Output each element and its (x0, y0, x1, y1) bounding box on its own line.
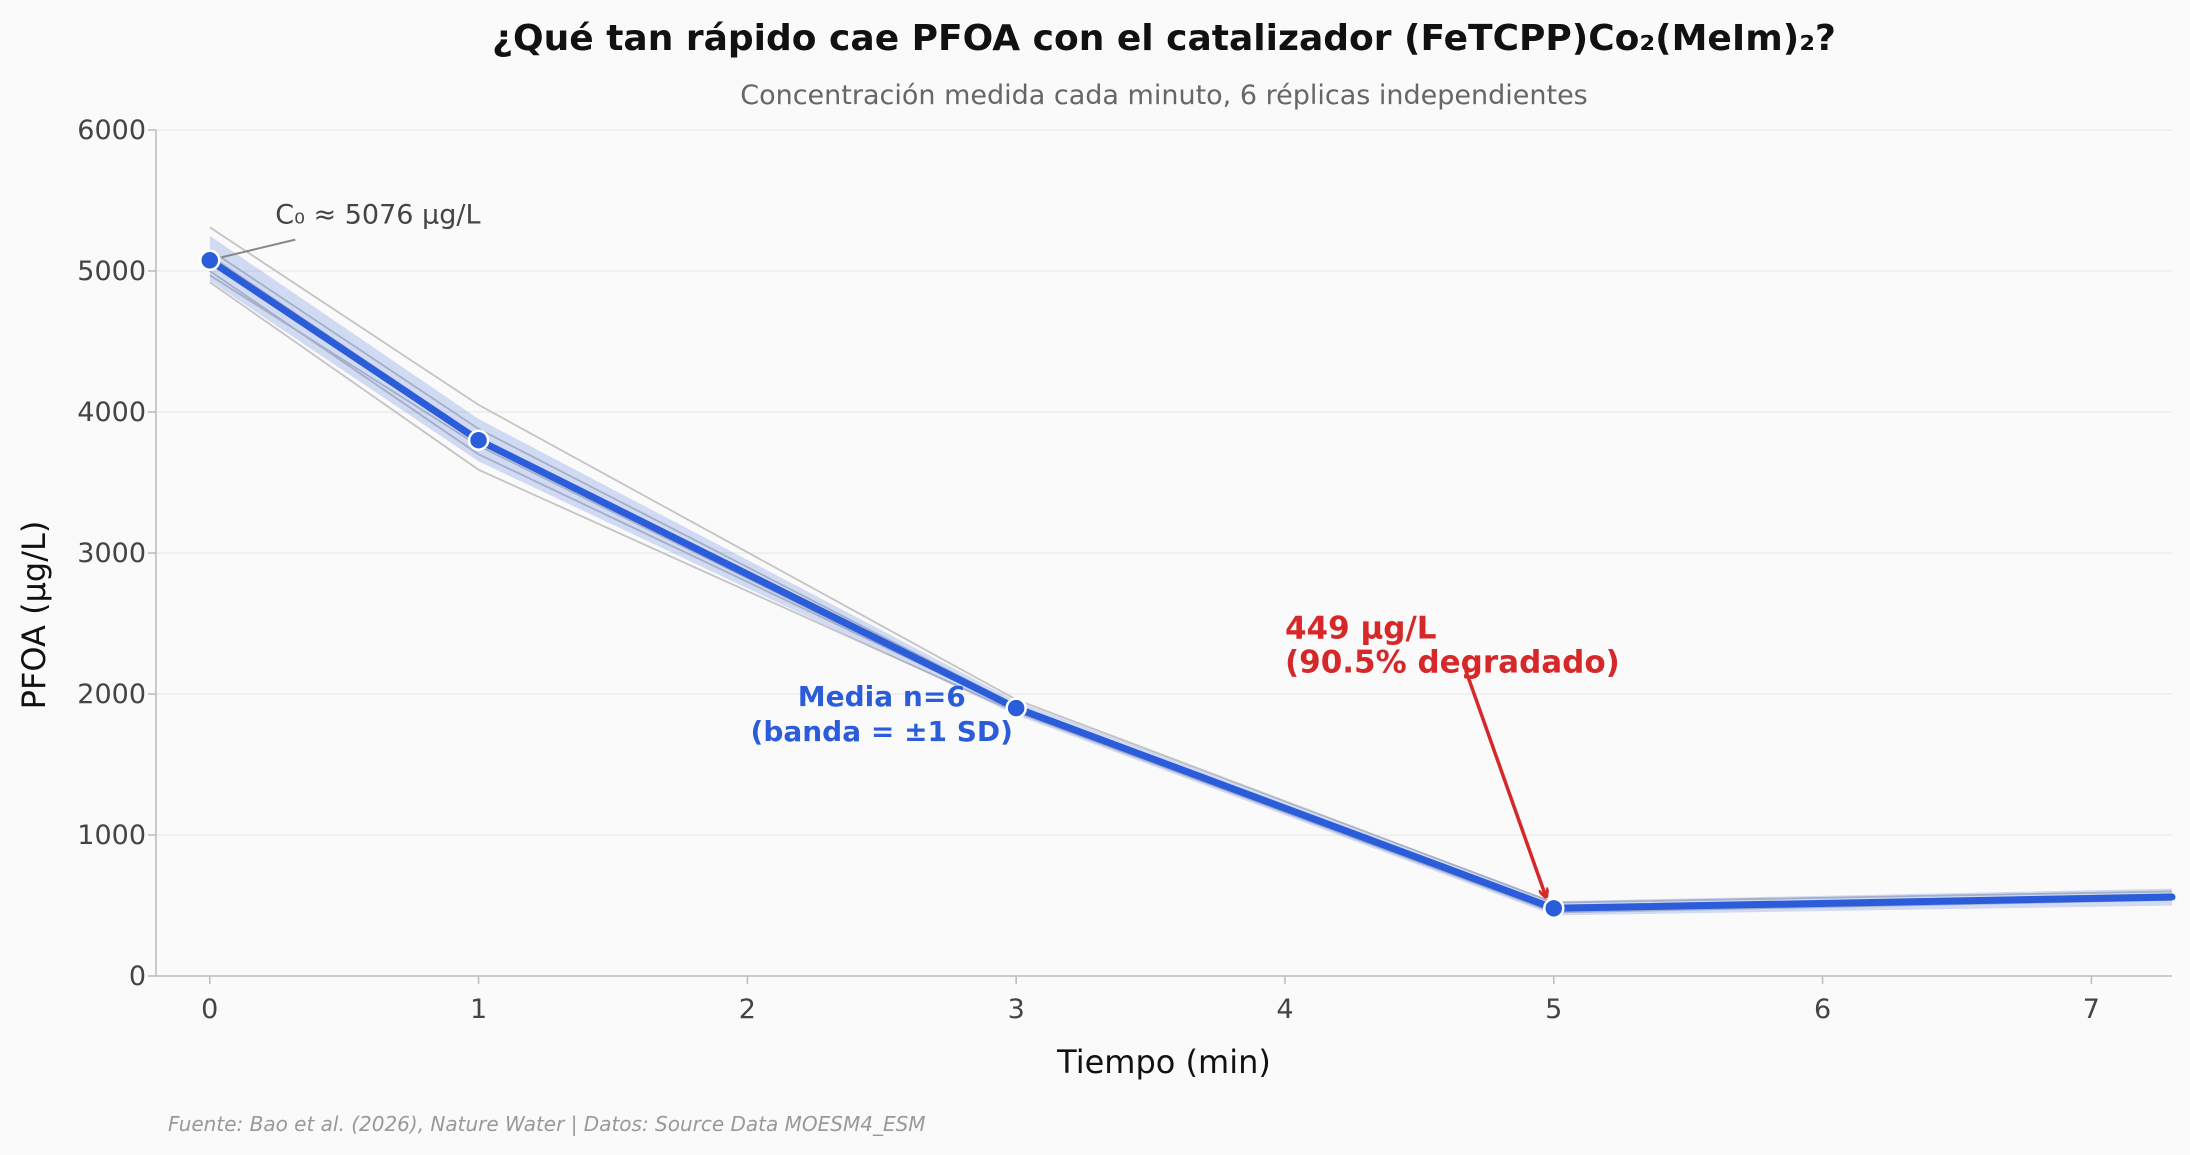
mean-annotation-line2: (banda = ±1 SD) (751, 715, 1013, 748)
final-arrow (1464, 669, 1546, 896)
x-tick-label-2: 2 (739, 994, 756, 1025)
y-tick-label-3: 3000 (77, 538, 146, 569)
y-tick-label-2: 2000 (77, 679, 146, 710)
mean-line-group (199, 249, 2176, 920)
mean-annotation-line1: Media n=6 (798, 680, 966, 713)
c0-leader-line (221, 238, 296, 259)
mean-point-2 (1005, 697, 1027, 719)
x-tick-label-1: 1 (470, 994, 487, 1025)
source-note: Fuente: Bao et al. (2026), Nature Water … (168, 1112, 926, 1136)
x-tick-label-5: 5 (1545, 994, 1562, 1025)
y-tick-label-1: 1000 (77, 820, 146, 851)
mean-point-3 (1543, 897, 1565, 920)
x-tick-label-6: 6 (1814, 994, 1831, 1025)
final-annotation-line1: 449 µg/L (1285, 611, 1437, 647)
final-annotation-line2: (90.5% degradado) (1285, 645, 1620, 681)
x-tick-label-4: 4 (1276, 994, 1293, 1025)
y-tick-label-5: 5000 (77, 256, 146, 287)
annotations: C₀ ≈ 5076 µg/L Media n=6 (banda = ±1 SD)… (221, 200, 1620, 897)
c0-annotation: C₀ ≈ 5076 µg/L (275, 200, 480, 231)
y-tick-label-4: 4000 (77, 397, 146, 428)
x-tick-label-3: 3 (1008, 994, 1025, 1025)
y-tick-label-6: 6000 (77, 115, 146, 146)
y-axis-label: PFOA (µg/L) (15, 521, 53, 710)
x-axis-label: Tiempo (min) (1056, 1043, 1271, 1081)
x-tick-label-7: 7 (2083, 994, 2100, 1025)
tick-labels: 0 1 2 3 4 5 6 7 0 1000 2000 3000 4000 5000 6000 (77, 115, 2100, 1025)
chart-subtitle: Concentración medida cada minuto, 6 répl… (740, 80, 1588, 111)
x-tick-label-0: 0 (201, 994, 218, 1025)
sd-band (209, 235, 2172, 916)
chart-title: ¿Qué tan rápido cae PFOA con el cataliza… (492, 18, 1836, 59)
mean-point-0 (199, 249, 221, 272)
mean-point-1 (467, 429, 490, 451)
y-tick-label-0: 0 (129, 961, 146, 992)
sd-band-area (209, 235, 2172, 916)
